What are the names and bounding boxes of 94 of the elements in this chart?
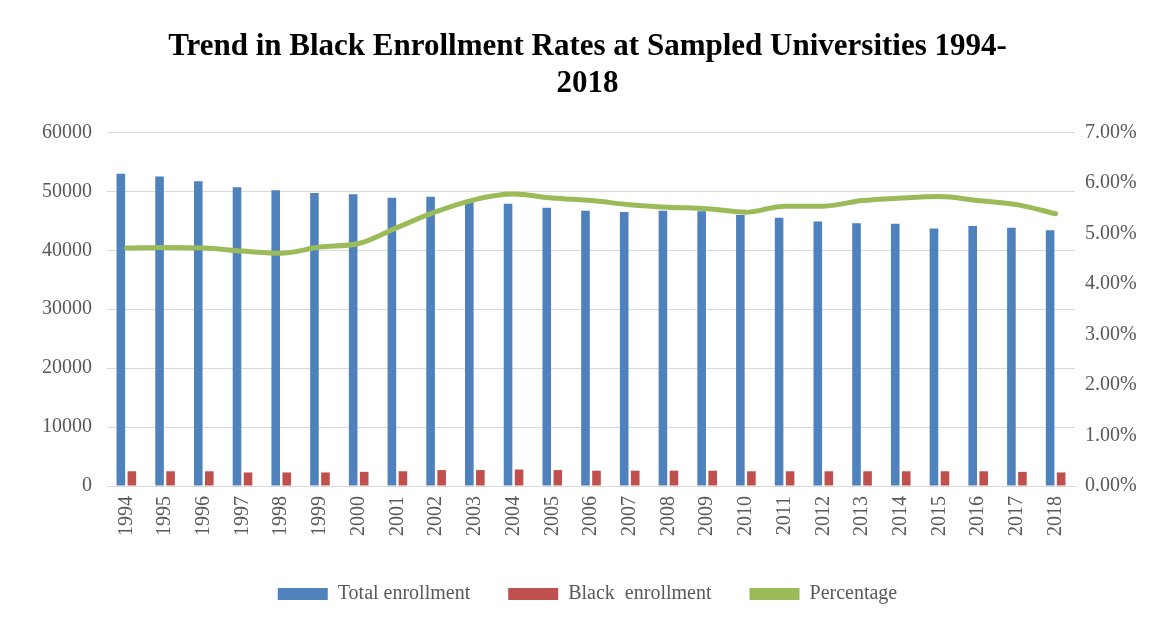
bar bbox=[205, 471, 214, 486]
bar bbox=[669, 470, 679, 486]
x-tick-label: 2004 bbox=[500, 496, 523, 536]
bar bbox=[542, 207, 552, 486]
bar bbox=[155, 176, 164, 486]
bar bbox=[476, 470, 485, 486]
bar bbox=[232, 187, 242, 486]
bar bbox=[824, 471, 834, 486]
y2-tick-label: 6.00% bbox=[1085, 170, 1137, 193]
bar bbox=[774, 217, 784, 486]
bar bbox=[359, 471, 369, 486]
x-tick-label: 2008 bbox=[655, 496, 678, 536]
x-tick-label: 2011 bbox=[771, 496, 794, 536]
chart-title: Trend in Black Enrollment Rates at Sampled Universities 1994-2018 bbox=[168, 26, 1007, 99]
bar bbox=[127, 471, 137, 486]
bar bbox=[890, 223, 900, 486]
x-tick-label: 1997 bbox=[229, 496, 252, 536]
bar bbox=[592, 470, 601, 486]
bar bbox=[1045, 230, 1055, 486]
y-tick-label: 40000 bbox=[42, 237, 92, 260]
bar bbox=[348, 194, 358, 486]
x-tick-label: 2006 bbox=[578, 496, 601, 536]
y-tick-label: 20000 bbox=[42, 355, 92, 378]
bar bbox=[116, 173, 126, 486]
bar bbox=[321, 472, 330, 486]
y-tick-label: 0 bbox=[82, 473, 92, 496]
bar bbox=[310, 193, 319, 486]
y-tick-label: 50000 bbox=[42, 178, 92, 201]
x-tick-label: 2001 bbox=[384, 496, 407, 536]
bar bbox=[979, 471, 989, 486]
y2-tick-label: 1.00% bbox=[1085, 422, 1137, 445]
y-tick-label: 60000 bbox=[42, 119, 92, 142]
bar bbox=[553, 470, 563, 486]
x-tick-label: 2016 bbox=[965, 496, 988, 536]
bar bbox=[630, 470, 640, 486]
bar bbox=[282, 472, 292, 486]
bar bbox=[1007, 227, 1016, 486]
x-tick-label: 2013 bbox=[849, 496, 872, 536]
bar bbox=[901, 471, 911, 486]
bar bbox=[736, 214, 745, 486]
x-tick-label: 2015 bbox=[926, 496, 949, 536]
bar bbox=[426, 196, 435, 486]
x-tick-label: 1996 bbox=[191, 496, 214, 536]
bar bbox=[465, 201, 474, 486]
bar bbox=[437, 470, 446, 486]
x-tick-label: 1999 bbox=[307, 496, 330, 536]
y2-tick-label: 3.00% bbox=[1085, 321, 1137, 344]
bar bbox=[940, 471, 950, 486]
bar bbox=[1056, 472, 1066, 486]
y-tick-label: 10000 bbox=[42, 414, 92, 437]
bar bbox=[697, 211, 706, 486]
legend-label: Black enrollment bbox=[568, 581, 712, 604]
y2-tick-label: 7.00% bbox=[1085, 119, 1137, 142]
bar bbox=[968, 226, 977, 486]
x-tick-label: 2018 bbox=[1042, 496, 1065, 536]
x-tick-label: 2005 bbox=[539, 496, 562, 536]
x-tick-label: 2014 bbox=[888, 496, 911, 536]
x-tick-label: 1995 bbox=[152, 496, 175, 536]
y2-tick-label: 4.00% bbox=[1085, 271, 1137, 294]
legend-label: Total enrollment bbox=[337, 581, 471, 604]
bar bbox=[813, 221, 823, 486]
y2-tick-label: 2.00% bbox=[1085, 372, 1137, 395]
bar bbox=[503, 203, 513, 486]
bar bbox=[929, 228, 939, 486]
bar bbox=[1018, 471, 1027, 486]
legend-label: Percentage bbox=[809, 581, 898, 605]
bar bbox=[193, 181, 203, 486]
x-tick-label: 2003 bbox=[462, 496, 485, 536]
x-tick-label: 2009 bbox=[694, 496, 717, 536]
bar bbox=[271, 190, 281, 486]
bar bbox=[387, 197, 397, 486]
bar bbox=[852, 223, 861, 486]
y-tick-label: 30000 bbox=[42, 296, 92, 319]
bar bbox=[581, 210, 590, 486]
x-tick-label: 1998 bbox=[268, 496, 291, 536]
bar bbox=[166, 471, 175, 486]
x-tick-label: 2010 bbox=[733, 496, 756, 536]
x-tick-label: 2017 bbox=[1004, 496, 1027, 536]
bar bbox=[398, 471, 408, 486]
bar bbox=[708, 470, 717, 486]
y2-tick-label: 0.00% bbox=[1085, 473, 1137, 496]
bar bbox=[863, 471, 872, 486]
bar bbox=[658, 210, 668, 486]
bar bbox=[747, 471, 756, 486]
bar bbox=[514, 469, 524, 486]
x-tick-label: 1994 bbox=[113, 496, 136, 536]
x-tick-label: 2002 bbox=[423, 496, 446, 536]
x-tick-label: 2000 bbox=[345, 496, 368, 536]
bar bbox=[619, 211, 629, 486]
bar bbox=[785, 471, 795, 486]
x-tick-label: 2007 bbox=[616, 496, 639, 536]
bar bbox=[243, 472, 253, 486]
y2-tick-label: 5.00% bbox=[1085, 220, 1137, 243]
x-tick-label: 2012 bbox=[810, 496, 833, 536]
